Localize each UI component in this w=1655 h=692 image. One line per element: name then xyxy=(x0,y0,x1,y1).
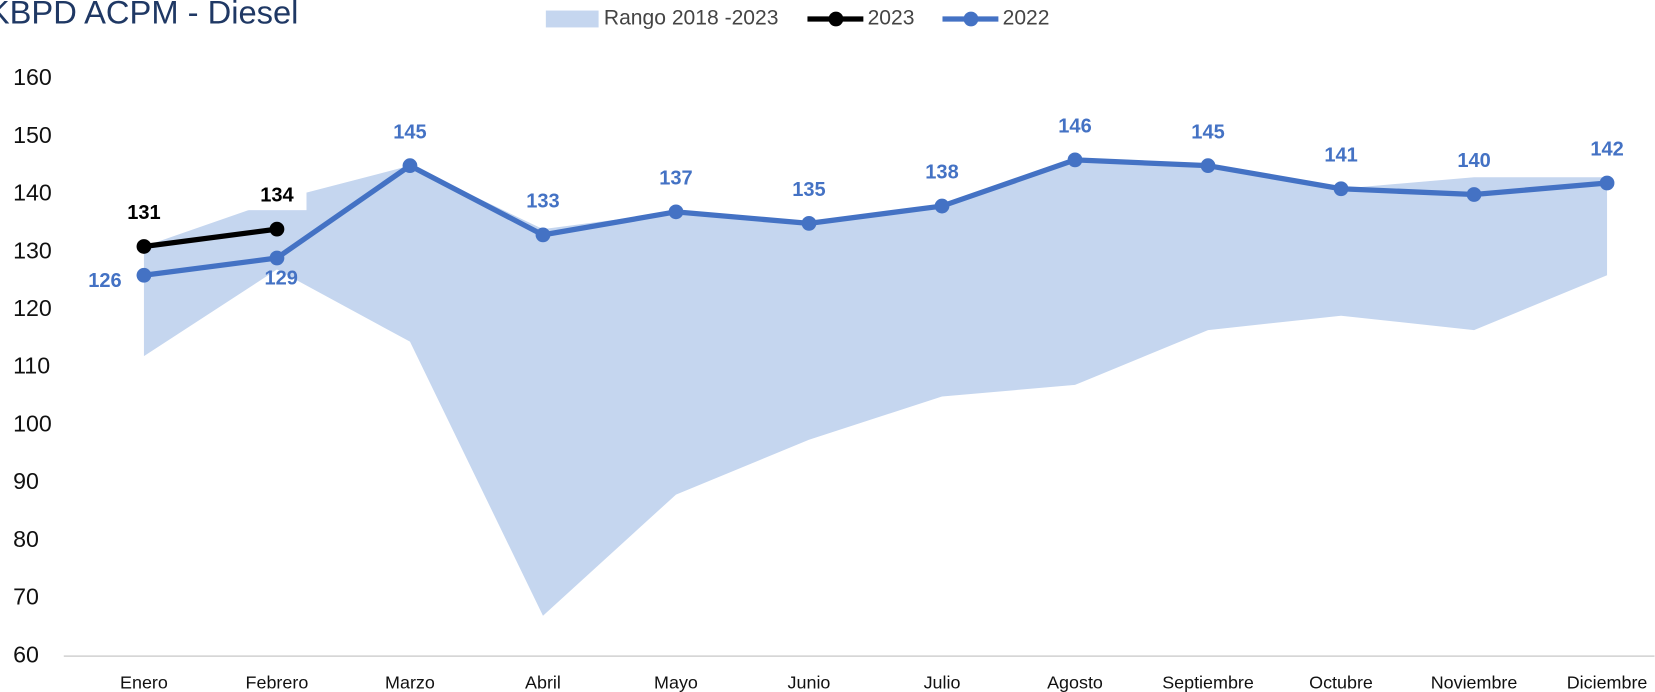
data-point xyxy=(1333,181,1349,197)
range-band xyxy=(143,159,1608,616)
y-tick-label: 100 xyxy=(13,410,52,436)
data-point xyxy=(269,250,285,266)
data-label: 145 xyxy=(1191,121,1224,143)
y-tick-label: 80 xyxy=(13,526,39,552)
legend-label: Rango 2018 -2023 xyxy=(604,7,779,30)
legend-marker xyxy=(963,11,979,27)
data-label: 131 xyxy=(127,202,160,224)
x-tick-label: Julio xyxy=(924,672,961,692)
legend: Rango 2018 -2023 2023 2022 xyxy=(545,7,1050,30)
x-tick-label: Septiembre xyxy=(1162,672,1254,692)
data-label: 126 xyxy=(88,270,121,292)
data-point xyxy=(136,239,152,254)
series-line xyxy=(143,157,1608,278)
x-tick-label: Abril xyxy=(525,672,561,692)
data-point xyxy=(1466,187,1482,202)
y-tick-label: 140 xyxy=(13,180,52,206)
legend-label: 2022 xyxy=(1003,7,1050,30)
data-label: 134 xyxy=(260,185,294,207)
legend-label: 2023 xyxy=(868,7,915,30)
data-label: 146 xyxy=(1058,115,1091,137)
data-point xyxy=(1200,158,1216,174)
data-label: 145 xyxy=(393,121,426,143)
x-tick-label: Diciembre xyxy=(1567,672,1648,692)
data-label: 129 xyxy=(264,267,297,289)
data-point xyxy=(1067,152,1083,168)
x-tick-label: Marzo xyxy=(385,672,435,692)
data-label: 138 xyxy=(925,162,958,184)
data-point xyxy=(1599,175,1615,191)
x-tick-label: Mayo xyxy=(654,672,698,692)
data-point xyxy=(136,267,152,283)
data-label: 137 xyxy=(659,167,692,189)
x-tick-label: Junio xyxy=(788,672,831,692)
data-point xyxy=(269,221,285,237)
y-tick-label: 110 xyxy=(13,353,50,379)
data-point xyxy=(934,198,950,214)
label-bg xyxy=(247,182,307,211)
y-tick-label: 150 xyxy=(13,122,52,148)
y-tick-label: 130 xyxy=(13,237,52,263)
data-point xyxy=(801,215,817,231)
legend-marker xyxy=(828,11,844,27)
data-point xyxy=(668,204,684,220)
data-point xyxy=(402,158,418,174)
x-tick-label: Agosto xyxy=(1047,672,1103,692)
data-label: 140 xyxy=(1457,150,1490,172)
chart-title: KBPD ACPM - Diesel xyxy=(0,0,298,30)
y-tick-label: 70 xyxy=(13,584,39,610)
y-tick-label: 120 xyxy=(13,295,52,321)
legend-swatch xyxy=(545,10,599,28)
x-tick-label: Noviembre xyxy=(1431,672,1518,692)
data-label: 142 xyxy=(1590,139,1623,161)
data-point xyxy=(535,227,551,243)
y-tick-label: 90 xyxy=(13,468,39,494)
x-tick-label: Octubre xyxy=(1309,672,1373,692)
series-line xyxy=(143,226,278,250)
data-label: 141 xyxy=(1324,144,1357,166)
y-tick-label: 160 xyxy=(13,64,52,90)
x-tick-label: Enero xyxy=(120,672,168,692)
data-label: 133 xyxy=(526,191,559,213)
x-tick-label: Febrero xyxy=(246,672,309,692)
y-tick-label: 60 xyxy=(13,641,39,667)
data-label: 135 xyxy=(792,179,825,201)
